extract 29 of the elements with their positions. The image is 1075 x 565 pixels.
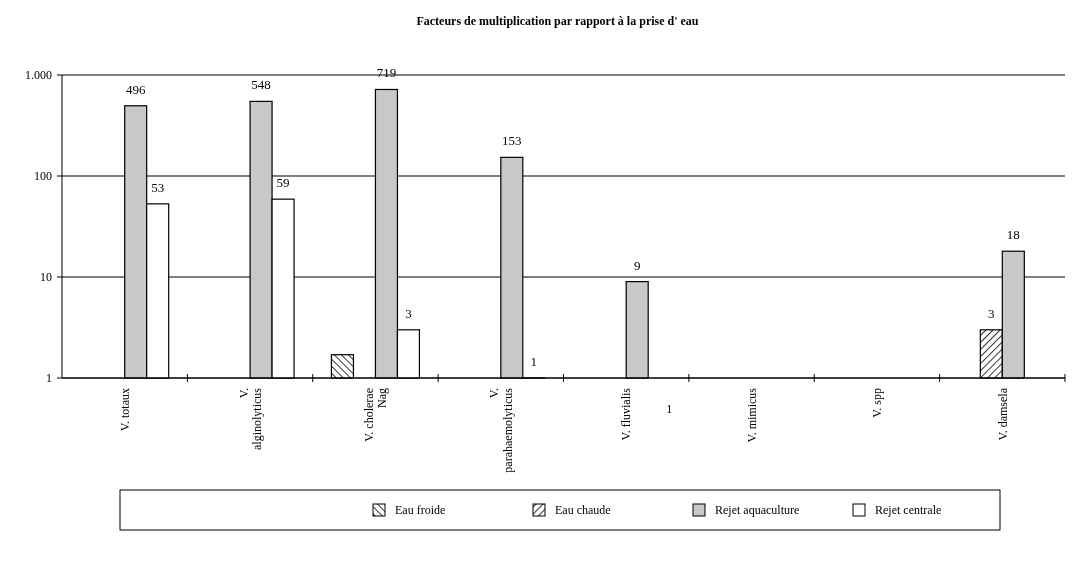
data-label: 9 [633,257,641,273]
data-label: 59 [276,175,290,191]
x-tick-label: V. cholerae Nag [362,388,390,442]
legend-label: Rejet centrale [875,503,942,518]
x-tick-label: V. mimicus [744,387,759,443]
data-label: 53 [151,179,165,195]
data-label: 153 [502,133,522,149]
data-label: 3 [988,305,995,321]
x-tick-label: V. damsela [995,387,1010,441]
x-tick-label: V. spp [870,388,885,418]
data-label: 3 [405,305,412,321]
y-tick-label: 1 [46,371,52,386]
legend-label: Rejet aquaculture [715,503,800,518]
text: 1 [666,402,673,416]
data-label: 496 [125,81,146,97]
data-label: 719 [376,65,397,81]
legend-label: Eau froide [395,503,446,518]
x-tick-label: V. alginolyticus [236,387,264,450]
y-tick-label: 10 [40,270,52,285]
chart-title: Facteurs de multiplication par rapport à la prise d' eau [416,14,699,28]
x-tick-label: V. fluvialis [619,387,634,441]
x-tick-label: V. totaux [117,388,132,432]
y-tick-label: 100 [34,169,52,184]
x-tick-label: V. parahaemolyticus [487,387,515,473]
data-label: 1 [530,354,538,369]
y-tick-label: 1.000 [25,68,52,83]
data-label: 18 [1006,227,1020,243]
legend-label: Eau chaude [555,503,611,518]
data-label: 548 [251,77,271,93]
